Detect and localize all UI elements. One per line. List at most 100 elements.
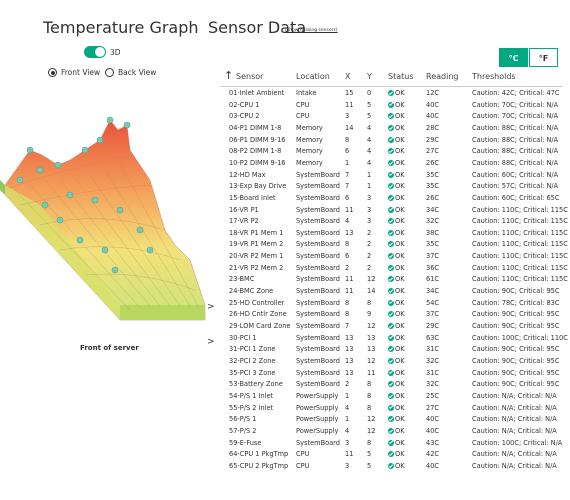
graph-3d [0, 116, 206, 321]
x-coord: 13 [345, 356, 354, 365]
thresholds: Caution: 78C; Critical: 83C [472, 298, 560, 307]
x-coord: 2 [345, 380, 350, 389]
column-header[interactable]: X [345, 72, 351, 81]
column-header[interactable]: Location [296, 72, 330, 81]
radio-label: Front View [61, 68, 101, 77]
sensor-name: 06-P1 DIMM 9-16 [229, 135, 286, 144]
reading: 40C [426, 461, 439, 470]
y-coord: 8 [367, 298, 372, 307]
y-coord: 12 [367, 415, 376, 424]
arrow-right[interactable]: > [207, 337, 215, 347]
y-coord: 4 [367, 135, 372, 144]
reading: 28C [426, 123, 439, 132]
sensor-name: 24-BMC Zone [229, 287, 274, 296]
location: Memory [296, 158, 323, 167]
x-coord: 3 [345, 112, 350, 121]
ok-icon [388, 148, 394, 155]
location: SystemBoard [296, 438, 340, 447]
ok-icon [388, 357, 394, 364]
reading: 63C [426, 333, 439, 342]
thresholds: Caution: 110C; Critical: 115C [472, 275, 568, 284]
ok-icon [388, 416, 394, 423]
x-coord: 7 [345, 170, 350, 179]
status: OK [388, 439, 405, 447]
y-coord: 8 [367, 438, 372, 447]
status: OK [388, 136, 405, 144]
thresholds: Caution: N/A; Critical: N/A [472, 403, 557, 412]
reading: 32C [426, 356, 439, 365]
arrow-right[interactable]: > [207, 302, 215, 312]
ok-icon [388, 90, 394, 96]
y-coord: 2 [367, 252, 372, 261]
ok-icon [388, 451, 394, 458]
x-coord: 8 [345, 240, 350, 249]
location: PowerSupply [296, 391, 339, 400]
thresholds: Caution: 90C; Critical: 95C [472, 322, 560, 330]
thresholds: Caution: 110C; Critical: 115C [472, 240, 568, 249]
status: OK [388, 206, 405, 214]
ok-icon [388, 299, 394, 306]
sensor-name: 10-P2 DIMM 9-16 [229, 158, 286, 167]
status: OK [388, 217, 405, 225]
y-coord: 8 [367, 380, 372, 389]
thresholds: Caution: 90C; Critical: 95C [472, 356, 560, 365]
sort-arrow[interactable]: ↑ [224, 69, 234, 82]
x-coord: 11 [345, 275, 354, 284]
radio-front[interactable] [48, 68, 57, 77]
status: OK [388, 101, 405, 109]
ok-icon [388, 288, 394, 295]
x-coord: 6 [345, 193, 350, 202]
unit-button[interactable]: °C [499, 48, 528, 67]
status: OK [388, 462, 405, 470]
ok-icon [388, 276, 394, 283]
location: SystemBoard [296, 298, 340, 307]
status: OK [388, 287, 405, 295]
location: PowerSupply [296, 403, 339, 412]
ok-icon [388, 124, 394, 131]
y-coord: 2 [367, 240, 372, 249]
sensor-name: 64-CPU 1 PkgTmp [229, 450, 289, 459]
y-coord: 12 [367, 275, 376, 284]
y-coord: 4 [367, 123, 372, 132]
status: OK [388, 229, 405, 237]
status: OK [388, 194, 405, 202]
y-coord: 8 [367, 391, 372, 400]
y-coord: 13 [367, 333, 376, 342]
y-coord: 3 [367, 193, 372, 202]
location: SystemBoard [296, 240, 340, 249]
column-header[interactable]: Thresholds [472, 72, 516, 81]
x-coord: 6 [345, 252, 350, 261]
column-header[interactable]: Status [388, 72, 414, 81]
x-coord: 7 [345, 322, 350, 330]
y-coord: 5 [367, 461, 372, 470]
ok-icon [388, 311, 394, 318]
column-header[interactable]: Sensor [236, 72, 264, 81]
location: SystemBoard [296, 322, 340, 330]
thresholds: Caution: 88C; Critical: N/A [472, 135, 559, 144]
status: OK [388, 159, 405, 167]
location: CPU [296, 461, 310, 470]
show-missing-link[interactable]: (show missing sensors) [285, 28, 338, 33]
x-coord: 6 [345, 147, 350, 156]
status: OK [388, 299, 405, 307]
y-coord: 5 [367, 112, 372, 121]
status: OK [388, 404, 405, 412]
column-header[interactable]: Reading [426, 72, 459, 81]
toggle-3d[interactable] [84, 46, 106, 58]
sensor-name: 15-Board Inlet [229, 193, 276, 202]
column-header[interactable]: Y [367, 72, 372, 81]
radio-back[interactable] [105, 68, 114, 77]
reading: 27C [426, 147, 439, 156]
location: Memory [296, 147, 323, 156]
ok-icon [388, 323, 394, 329]
thresholds: Caution: 110C; Critical: 115C [472, 263, 568, 272]
thresholds: Caution: 70C; Critical: N/A [472, 100, 559, 109]
thresholds: Caution: 90C; Critical: 95C [472, 310, 560, 319]
reading: 40C [426, 112, 439, 121]
unit-button[interactable]: °F [529, 48, 558, 67]
ok-icon [388, 439, 394, 446]
ok-icon [388, 392, 394, 399]
sensor-name: 18-VR P1 Mem 1 [229, 228, 284, 237]
thresholds: Caution: 60C; Critical: N/A [472, 170, 559, 179]
location: Memory [296, 135, 323, 144]
